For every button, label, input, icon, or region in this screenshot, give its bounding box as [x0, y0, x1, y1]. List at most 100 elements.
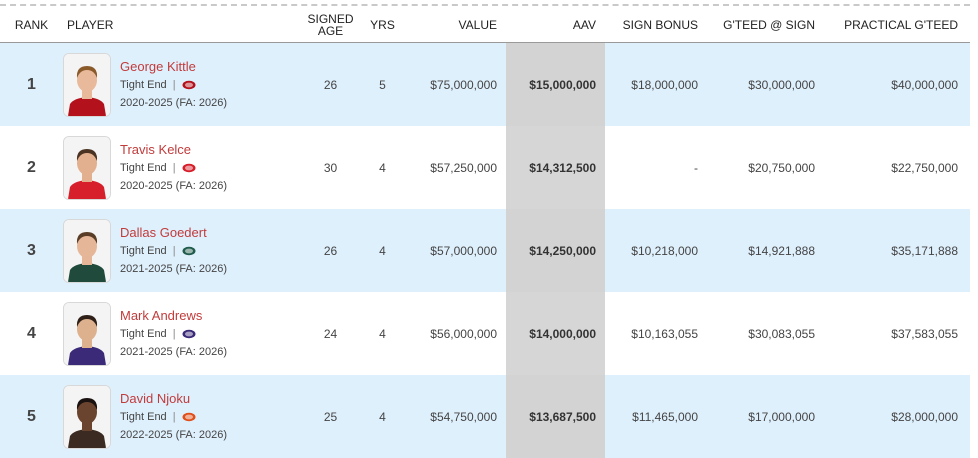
- aav-cell: $13,687,500: [506, 375, 605, 458]
- player-position-line: Tight End |: [120, 408, 227, 426]
- headshot-image: [64, 136, 110, 199]
- gteed-sign-cell: $14,921,888: [707, 209, 824, 292]
- position-separator: |: [172, 161, 176, 174]
- signed-age-cell: 26: [295, 42, 366, 126]
- signed-age-cell: 25: [295, 375, 366, 458]
- gteed-sign-cell: $20,750,000: [748, 160, 815, 175]
- signed-age-cell: 30: [323, 160, 338, 175]
- browns-logo-icon[interactable]: [182, 412, 196, 422]
- headshot-image: [64, 53, 110, 116]
- value-cell: $75,000,000: [399, 42, 506, 126]
- col-header-practical-gteed[interactable]: PRACTICAL G'TEED: [824, 7, 970, 43]
- col-header-aav[interactable]: AAV: [506, 7, 605, 43]
- rank-cell: 4: [27, 324, 36, 342]
- player-name-link[interactable]: Dallas Goedert: [120, 224, 207, 240]
- table-row[interactable]: 3 Dallas Goedert Tight End |: [0, 209, 970, 292]
- value-cell: $54,750,000: [399, 375, 506, 458]
- value-cell: $57,000,000: [399, 209, 506, 292]
- col-header-signed-age[interactable]: SIGNED AGE: [295, 7, 366, 43]
- player-name-link[interactable]: George Kittle: [120, 58, 196, 74]
- sign-bonus-cell: -: [694, 160, 698, 175]
- player-name-link[interactable]: Mark Andrews: [120, 307, 203, 323]
- player-name-link[interactable]: Travis Kelce: [120, 141, 192, 157]
- player-position-line: Tight End |: [120, 242, 227, 260]
- value-cell: $57,250,000: [430, 160, 497, 175]
- player-headshot[interactable]: [63, 135, 111, 200]
- sign-bonus-cell: $10,218,000: [605, 209, 707, 292]
- position-separator: |: [172, 244, 176, 257]
- sign-bonus-cell: $10,163,055: [631, 326, 698, 341]
- contract-years: 2020-2025 (FA: 2026): [120, 96, 228, 109]
- player-position: Tight End: [120, 410, 167, 423]
- rank-cell: 5: [0, 375, 63, 458]
- player-cell: Dallas Goedert Tight End | 2021-2025 (FA…: [63, 209, 295, 292]
- headshot-image: [64, 302, 110, 365]
- contracts-table: RANK PLAYER SIGNED AGE YRS VALUE AAV SIG…: [0, 7, 970, 458]
- player-cell: Travis Kelce Tight End | 2020-2025 (FA: …: [63, 126, 295, 209]
- position-separator: |: [172, 78, 176, 91]
- rank-cell: 2: [27, 158, 36, 176]
- aav-cell: $14,000,000: [506, 292, 605, 375]
- practical-gteed-cell: $40,000,000: [824, 42, 970, 126]
- signed-age-cell: 26: [295, 209, 366, 292]
- player-headshot[interactable]: [63, 218, 111, 283]
- yrs-cell: 5: [366, 42, 399, 126]
- yrs-cell: 4: [366, 209, 399, 292]
- rank-cell: 1: [0, 42, 63, 126]
- gteed-sign-cell: $30,000,000: [707, 42, 824, 126]
- player-position-line: Tight End |: [120, 159, 227, 177]
- headshot-image: [64, 219, 110, 282]
- practical-gteed-cell: $22,750,000: [891, 160, 958, 175]
- player-position: Tight End: [120, 327, 167, 340]
- contract-years: 2021-2025 (FA: 2026): [120, 345, 228, 358]
- player-position-line: Tight End |: [120, 325, 227, 343]
- col-header-yrs[interactable]: YRS: [366, 7, 399, 43]
- player-cell: George Kittle Tight End | 2020-2025 (FA:…: [63, 42, 295, 126]
- col-header-value[interactable]: VALUE: [399, 7, 506, 43]
- gteed-sign-cell: $17,000,000: [707, 375, 824, 458]
- rank-cell: 3: [0, 209, 63, 292]
- top-divider: [0, 4, 970, 6]
- ravens-logo-icon[interactable]: [182, 329, 196, 339]
- player-position: Tight End: [120, 161, 167, 174]
- player-cell: Mark Andrews Tight End | 2021-2025 (FA: …: [63, 292, 295, 375]
- col-header-signed-age-line2: AGE: [317, 23, 344, 38]
- player-name-link[interactable]: David Njoku: [120, 390, 191, 406]
- player-position: Tight End: [120, 78, 167, 91]
- position-separator: |: [172, 410, 176, 423]
- contract-years: 2022-2025 (FA: 2026): [120, 428, 228, 441]
- eagles-logo-icon[interactable]: [182, 246, 196, 256]
- contract-years: 2021-2025 (FA: 2026): [120, 262, 228, 275]
- table-row[interactable]: 1 George Kittle Tight End |: [0, 42, 970, 126]
- practical-gteed-cell: $35,171,888: [824, 209, 970, 292]
- table-row[interactable]: 5 David Njoku Tight End |: [0, 375, 970, 458]
- practical-gteed-cell: $28,000,000: [824, 375, 970, 458]
- 49ers-logo-icon[interactable]: [182, 80, 196, 90]
- value-cell: $56,000,000: [430, 326, 497, 341]
- col-header-player[interactable]: PLAYER: [63, 7, 295, 43]
- player-cell: David Njoku Tight End | 2022-2025 (FA: 2…: [63, 375, 295, 458]
- player-headshot[interactable]: [63, 384, 111, 449]
- col-header-sign-bonus[interactable]: SIGN BONUS: [605, 7, 707, 43]
- col-header-rank[interactable]: RANK: [0, 7, 63, 43]
- header-row: RANK PLAYER SIGNED AGE YRS VALUE AAV SIG…: [0, 7, 970, 43]
- col-header-gteed-sign[interactable]: G'TEED @ SIGN: [707, 7, 824, 43]
- contract-years: 2020-2025 (FA: 2026): [120, 179, 228, 192]
- sign-bonus-cell: $11,465,000: [605, 375, 707, 458]
- gteed-sign-cell: $30,083,055: [748, 326, 815, 341]
- table-row[interactable]: 2 Travis Kelce Tight End |: [0, 126, 970, 209]
- table-row[interactable]: 4 Mark Andrews Tight End |: [0, 292, 970, 375]
- practical-gteed-cell: $37,583,055: [891, 326, 958, 341]
- aav-cell: $14,312,500: [506, 126, 605, 209]
- yrs-cell: 4: [366, 375, 399, 458]
- position-separator: |: [172, 327, 176, 340]
- aav-cell: $14,250,000: [506, 209, 605, 292]
- aav-cell: $15,000,000: [506, 42, 605, 126]
- chiefs-logo-icon[interactable]: [182, 163, 196, 173]
- player-headshot[interactable]: [63, 301, 111, 366]
- signed-age-cell: 24: [323, 326, 338, 341]
- player-position-line: Tight End |: [120, 76, 227, 94]
- sign-bonus-cell: $18,000,000: [605, 42, 707, 126]
- player-headshot[interactable]: [63, 52, 111, 117]
